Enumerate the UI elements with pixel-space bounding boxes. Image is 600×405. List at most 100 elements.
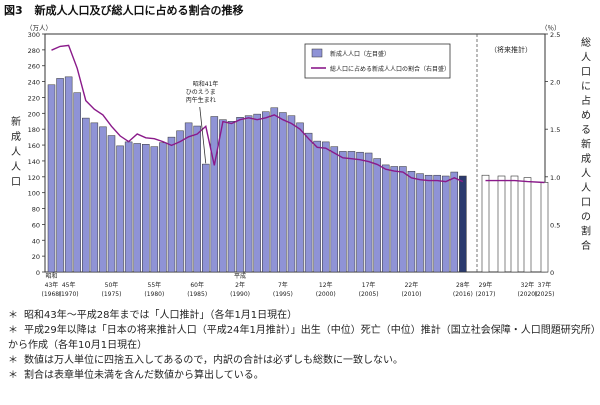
annotation-text: ひのえうま	[186, 89, 216, 96]
bar-2008	[390, 166, 399, 273]
bar-2010	[407, 170, 416, 273]
legend-bar-label: 新成人人口（左目盛）	[330, 50, 390, 58]
left-axis-tick-label: 60	[32, 221, 40, 229]
bar-1989	[227, 121, 236, 273]
bar-2004	[356, 151, 364, 273]
note-marker: ＊	[8, 355, 18, 366]
x-tick-label: 29年	[479, 281, 493, 289]
bar-1991	[244, 115, 253, 273]
x-tick-label: 2年	[235, 281, 245, 289]
legend-bar-swatch	[311, 48, 323, 58]
bar-2009	[399, 166, 407, 273]
note-1: ＊昭和43年〜平成28年までは「人口推計」（各年1月1日現在）	[8, 310, 298, 321]
bar-2006	[373, 158, 381, 273]
projection-bar-2017	[481, 174, 490, 273]
x-tick-label-year: (1995)	[273, 291, 293, 298]
bar-2000	[321, 141, 330, 273]
x-tick-label-year: (1980)	[144, 291, 164, 298]
note-marker: ＊	[8, 310, 18, 321]
projection-bar-2019	[510, 175, 519, 273]
note-2: ＊平成29年以降は「日本の将来推計人口（平成24年1月推計）」出生（中位）死亡（…	[8, 325, 600, 336]
x-tick-label-year: (1985)	[187, 291, 207, 298]
bar-1971	[73, 92, 81, 273]
bar-1992	[253, 113, 261, 273]
bar-1978	[133, 143, 141, 273]
bar-2011	[416, 173, 424, 273]
x-era-label: 平成	[234, 272, 246, 280]
bar-2014	[441, 175, 450, 273]
x-tick-label: 55年	[148, 281, 162, 289]
projection-label: （将来推計）	[490, 45, 532, 54]
bar-1984	[184, 122, 193, 273]
ratio-line-projection	[485, 179, 545, 184]
left-axis-title: 新成人人口	[11, 115, 21, 188]
bar-1987	[210, 116, 219, 273]
bar-1977	[124, 141, 133, 273]
annotation-text: 昭和41年	[193, 80, 219, 88]
bar-1999	[313, 140, 321, 273]
bar-2016	[459, 175, 467, 273]
x-tick-label-year: (2016)	[453, 291, 473, 298]
x-tick-label: 7年	[278, 281, 288, 289]
x-tick-label: 37年	[538, 281, 552, 289]
left-axis-tick-label: 40	[32, 237, 40, 245]
bar-1982	[167, 136, 176, 273]
x-tick-label-year: (1990)	[230, 291, 250, 298]
chart: 0 20 40 60 80 100 120 140 160 180 200 220 240 260 280 3…	[11, 24, 591, 298]
figure-title: 図3 新成人人口及び総人口に占める割合の推移	[4, 2, 244, 18]
x-tick-label: 45年	[62, 281, 76, 289]
projection-bar-2025	[540, 182, 549, 273]
bar-2007	[381, 164, 390, 273]
x-tick-label-year: (2025)	[535, 291, 555, 298]
bar-1981	[159, 142, 167, 273]
left-axis-tick-label: 280	[28, 47, 40, 55]
note-marker: ＊	[8, 370, 18, 381]
right-axis-unit: （％）	[541, 24, 561, 32]
bar-1973	[90, 122, 99, 273]
bar-1983	[176, 130, 184, 273]
bar-1998	[304, 132, 313, 273]
left-axis-tick-label: 180	[28, 126, 40, 134]
right-axis-tick-label: 0.5	[550, 221, 560, 229]
x-tick-label: 60年	[190, 281, 204, 289]
bar-2012	[424, 174, 433, 273]
left-axis-tick-label: 20	[32, 253, 40, 261]
right-axis-tick-label: 2.5	[550, 31, 560, 39]
projection-bar-2020	[523, 177, 532, 273]
bar-1996	[287, 115, 296, 273]
bar-1975	[107, 135, 116, 273]
note-3: ＊数値は万人単位に四捨五入してあるので，内訳の合計は必ずしも総数に一致しない。	[8, 355, 403, 366]
x-tick-label: 17年	[362, 281, 376, 289]
bar-1969	[56, 78, 64, 273]
bar-2013	[433, 174, 441, 273]
annotation-text: 丙午生まれ	[186, 96, 216, 104]
left-axis-tick-label: 120	[28, 174, 40, 182]
left-axis-tick-label: 220	[28, 94, 40, 102]
chart-title: 新成人人口及び総人口に占める割合の推移	[34, 4, 244, 17]
right-axis-title: 総人口に占める新成人人口の割合	[581, 36, 591, 252]
left-axis-tick-label: 0	[36, 269, 40, 277]
notes: ＊昭和43年〜平成28年までは「人口推計」（各年1月1日現在） ＊平成29年以降…	[8, 308, 600, 383]
x-era-label: 昭和	[45, 272, 57, 280]
left-axis-tick-label: 200	[28, 110, 40, 118]
projection-bar-2018	[497, 175, 506, 273]
right-axis-tick-label: 0	[550, 269, 554, 277]
x-tick-label-year: (2017)	[476, 291, 496, 298]
x-tick-label-year: (1968)	[42, 291, 62, 298]
bar-1986	[202, 163, 210, 273]
bar-1972	[82, 117, 90, 273]
x-tick-label: 43年	[45, 281, 59, 289]
bar-1980	[150, 146, 159, 273]
bar-1979	[142, 144, 150, 273]
right-axis-tick-label: 2.0	[550, 79, 560, 87]
annotation-pointer	[199, 106, 207, 164]
bar-2005	[364, 152, 373, 273]
x-tick-label-year: (2010)	[401, 291, 421, 298]
left-axis-tick-label: 260	[28, 63, 40, 71]
left-axis-tick-label: 80	[32, 206, 40, 214]
bar-1976	[116, 145, 124, 273]
note-marker: ＊	[8, 325, 18, 336]
x-tick-label-year: (2005)	[359, 291, 379, 298]
bar-1970	[64, 76, 73, 273]
x-tick-label-year: (1970)	[59, 291, 79, 298]
